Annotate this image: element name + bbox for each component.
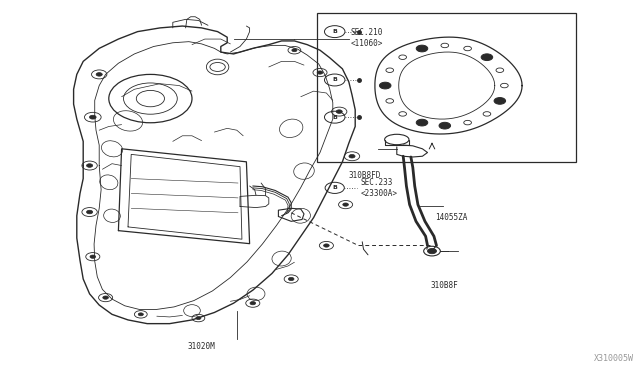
Circle shape: [481, 54, 493, 61]
Circle shape: [349, 154, 355, 158]
Circle shape: [416, 119, 428, 126]
Circle shape: [343, 203, 348, 206]
Text: B: B: [332, 115, 337, 120]
Circle shape: [138, 313, 143, 316]
Circle shape: [90, 255, 95, 258]
Text: B: B: [332, 29, 337, 34]
Text: 310B8FD: 310B8FD: [349, 171, 381, 180]
Circle shape: [90, 115, 96, 119]
Circle shape: [250, 302, 255, 305]
Circle shape: [336, 110, 342, 113]
Circle shape: [416, 45, 428, 52]
Circle shape: [86, 210, 93, 214]
Circle shape: [103, 296, 108, 299]
Circle shape: [196, 317, 201, 320]
Text: 14055ZA: 14055ZA: [435, 213, 468, 222]
Text: 31020M: 31020M: [188, 342, 216, 351]
Circle shape: [292, 49, 297, 52]
Circle shape: [96, 73, 102, 76]
Text: 310B8F: 310B8F: [430, 281, 458, 290]
Circle shape: [324, 244, 329, 247]
Circle shape: [289, 278, 294, 280]
Circle shape: [439, 122, 451, 129]
Circle shape: [317, 71, 323, 74]
Circle shape: [86, 164, 93, 167]
Circle shape: [428, 248, 436, 254]
Bar: [317, 13, 576, 162]
Text: X310005W: X310005W: [594, 354, 634, 363]
Text: B: B: [332, 185, 337, 190]
Text: B: B: [332, 77, 337, 83]
Text: SEC.233
<23300A>: SEC.233 <23300A>: [360, 178, 397, 198]
Text: SEC.210
<11060>: SEC.210 <11060>: [351, 28, 383, 48]
Circle shape: [494, 97, 506, 104]
Circle shape: [380, 82, 391, 89]
